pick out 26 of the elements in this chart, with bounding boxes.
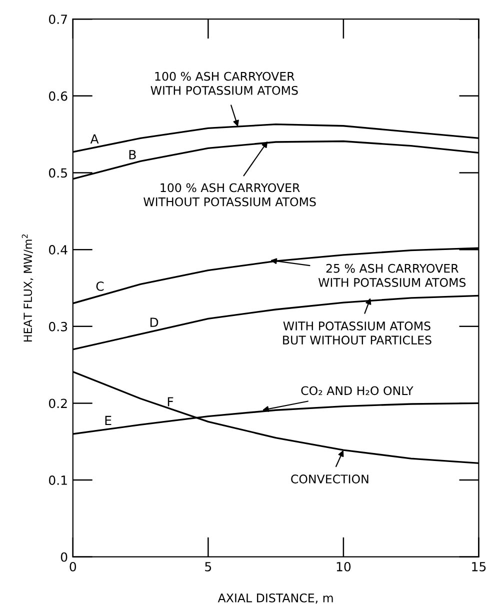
y-tick-label: 0.1 bbox=[48, 476, 67, 485]
y-tick-label: 0.5 bbox=[48, 168, 67, 178]
y-tick-label: 0 bbox=[60, 552, 68, 562]
series-label: E bbox=[105, 416, 112, 426]
y-axis-title: HEAT FLUX, MW/m$^{2}$ bbox=[22, 234, 34, 342]
annotation: 100 % ASH CARRYOVER WITH POTASSIUM ATOMS bbox=[150, 72, 298, 95]
series-label: A bbox=[90, 134, 99, 144]
series-label: C bbox=[96, 281, 104, 291]
y-tick-label: 0.3 bbox=[48, 322, 68, 332]
x-tick-label: 5 bbox=[205, 562, 212, 572]
y-tick-label: 0.2 bbox=[48, 398, 67, 408]
x-axis-title: AXIAL DISTANCE, m bbox=[218, 593, 333, 604]
x-tick-label: 15 bbox=[472, 562, 486, 572]
annotation: CONVECTION bbox=[291, 474, 368, 484]
annotation: 25 % ASH CARRYOVER WITH POTASSIUM ATOMS bbox=[318, 264, 466, 287]
y-tick-label: 0.7 bbox=[48, 14, 67, 24]
series-label: D bbox=[150, 318, 158, 327]
x-tick-label: 10 bbox=[336, 562, 351, 572]
annotation: 100 % ASH CARRYOVER WITHOUT POTASSIUM ATOMS bbox=[144, 183, 316, 206]
annotation: CO₂ AND H₂O ONLY bbox=[301, 386, 414, 396]
x-tick-label: 0 bbox=[70, 562, 76, 572]
y-tick-label: 0.6 bbox=[48, 91, 68, 101]
series-label: F bbox=[168, 397, 174, 406]
series-label: B bbox=[129, 150, 136, 160]
y-tick-label: 0.4 bbox=[48, 245, 68, 254]
annotation: WITH POTASSIUM ATOMS BUT WITHOUT PARTICLES bbox=[283, 322, 432, 345]
